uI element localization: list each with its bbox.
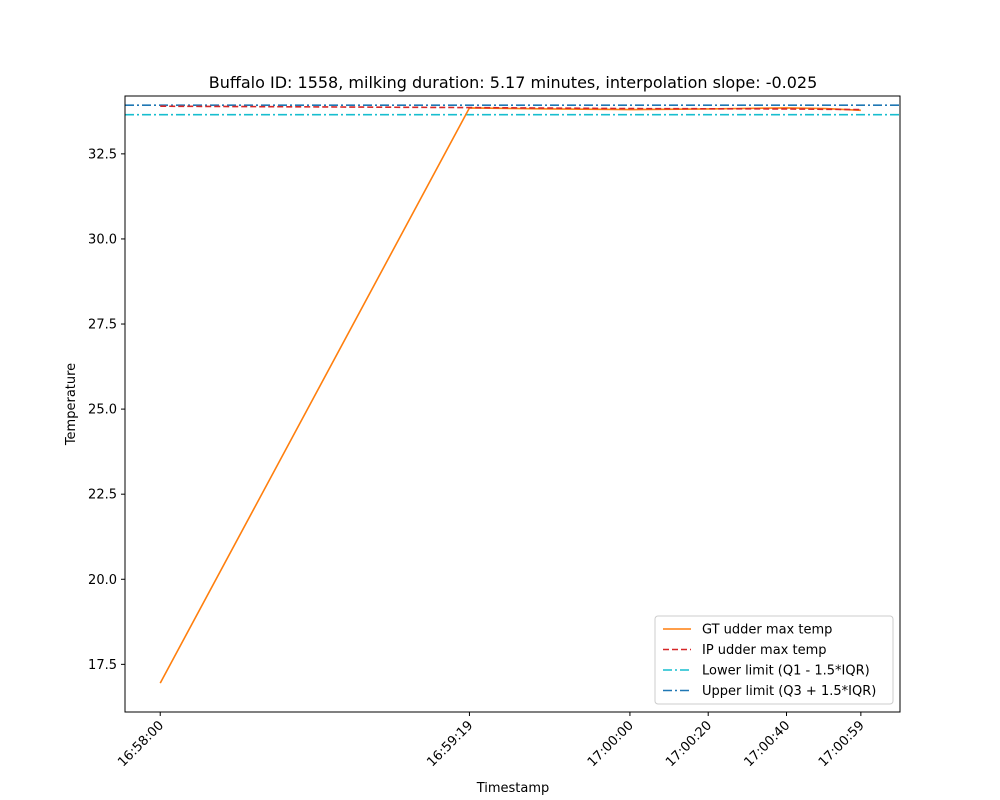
plot-frame — [124, 95, 901, 713]
y-axis: 17.5 20.0 22.5 25.0 27.5 30.0 32.5 — [88, 147, 125, 673]
legend-entry: GT udder max temp — [702, 623, 832, 638]
y-tick-label: 22.5 — [88, 488, 117, 503]
x-tick-label: 17:00:59 — [816, 718, 868, 770]
y-tick-label: 25.0 — [88, 403, 117, 418]
y-axis-label: Temperature — [64, 363, 79, 446]
x-tick-label: 17:00:00 — [585, 718, 637, 770]
x-tick-label: 16:58:00 — [115, 718, 167, 770]
chart-title: Buffalo ID: 1558, milking duration: 5.17… — [209, 73, 818, 92]
series-line-gt — [159, 107, 861, 684]
series-line-ip — [160, 105, 861, 111]
y-tick-label: 20.0 — [88, 573, 117, 588]
legend-entry: Lower limit (Q1 - 1.5*IQR) — [702, 664, 870, 679]
y-tick-label: 27.5 — [88, 318, 117, 333]
legend: GT udder max temp IP udder max temp Lower … — [654, 615, 894, 705]
x-axis: 16:58:00 16:59:19 17:00:00 17:00:20 17:00:40… — [115, 712, 868, 770]
x-tick-label: 17:00:20 — [663, 718, 715, 770]
legend-entry: Upper limit (Q3 + 1.5*IQR) — [702, 684, 876, 699]
plot-marks — [125, 104, 900, 684]
y-tick-label: 30.0 — [88, 232, 117, 247]
x-axis-label: Timestamp — [476, 781, 550, 796]
x-tick-label: 16:59:19 — [424, 718, 476, 770]
legend-entry: IP udder max temp — [702, 643, 827, 658]
y-tick-label: 17.5 — [88, 658, 117, 673]
y-tick-label: 32.5 — [88, 147, 117, 162]
x-tick-label: 17:00:40 — [741, 718, 793, 770]
legend-box — [654, 615, 894, 705]
